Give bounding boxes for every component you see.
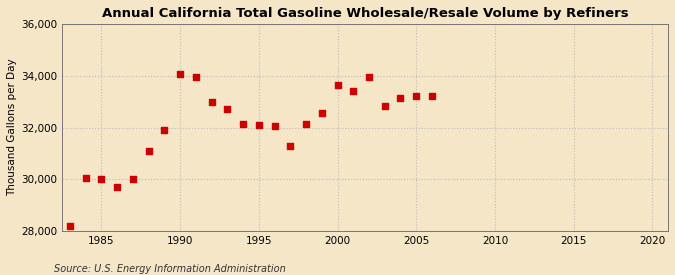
Point [175, 72, 186, 77]
Point [128, 177, 138, 182]
Point [427, 94, 437, 99]
Point [395, 95, 406, 100]
Text: Source: U.S. Energy Information Administration: Source: U.S. Energy Information Administ… [54, 264, 286, 274]
Point [143, 149, 154, 153]
Point [222, 107, 233, 112]
Point [96, 177, 107, 182]
Point [253, 123, 264, 127]
Point [300, 122, 311, 126]
Y-axis label: Thousand Gallons per Day: Thousand Gallons per Day [7, 59, 17, 196]
Point [65, 224, 76, 228]
Title: Annual California Total Gasoline Wholesale/Resale Volume by Refiners: Annual California Total Gasoline Wholesa… [102, 7, 628, 20]
Point [238, 122, 248, 126]
Point [332, 82, 343, 87]
Point [411, 94, 422, 99]
Point [190, 75, 201, 79]
Point [269, 124, 280, 128]
Point [159, 128, 170, 132]
Point [364, 75, 375, 79]
Point [207, 100, 217, 104]
Point [112, 185, 123, 189]
Point [80, 176, 91, 180]
Point [379, 103, 390, 108]
Point [348, 89, 358, 94]
Point [317, 111, 327, 116]
Point [285, 144, 296, 148]
